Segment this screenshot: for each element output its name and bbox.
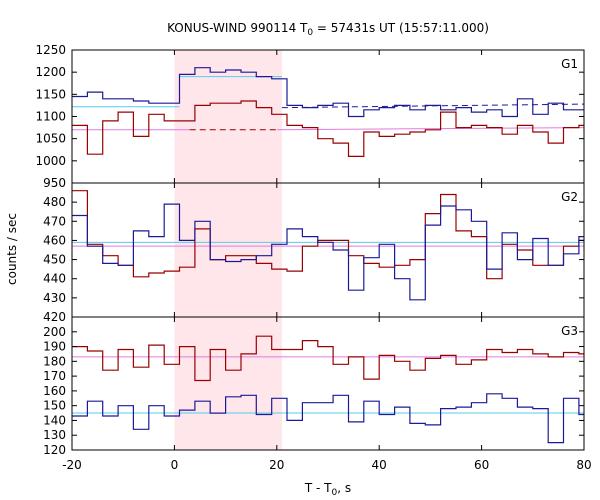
panel-G3-ytick-label: 200 (43, 325, 66, 339)
panel-G2-ytick-label: 430 (43, 291, 66, 305)
panel-G1-ytick-label: 1150 (35, 87, 66, 101)
panel-G1-ytick-label: 1000 (35, 154, 66, 168)
panel-G3-ytick-label: 160 (43, 384, 66, 398)
panel-G1-ytick-label: 1050 (35, 132, 66, 146)
panel-G1-ytick-label: 1100 (35, 110, 66, 124)
panel-G3-red-histogram (72, 335, 584, 382)
panel-G3-ytick-label: 120 (43, 443, 66, 457)
panel-G3-frame (71, 316, 585, 451)
panel-G2-ytick-label: 450 (43, 253, 66, 267)
panel-G1-label: G1 (561, 57, 578, 71)
panel-G2-label: G2 (561, 190, 578, 204)
x-tick-label: 80 (576, 458, 591, 472)
plot-area: 950100010501100115012001250G142043044045… (35, 43, 591, 472)
panel-G3-label: G3 (561, 324, 578, 338)
panel-G2-ytick-label: 470 (43, 214, 66, 228)
panel-G3-ytick-label: 170 (43, 369, 66, 383)
panel-G1-red-histogram (72, 100, 584, 157)
panel-G3-ytick-label: 150 (43, 399, 66, 413)
panel-G3-ytick-label: 140 (43, 413, 66, 427)
panel-G2-frame (71, 182, 585, 318)
chart-title: KONUS-WIND 990114 T0 = 57431s UT (15:57:… (167, 21, 489, 38)
signal-interval-shade (174, 50, 282, 450)
x-axis-label: T - T0, s (304, 481, 351, 498)
panel-G1-ytick-label: 950 (43, 176, 66, 190)
panel-G2-ytick-label: 460 (43, 233, 66, 247)
panel-G1-blue-histogram (72, 67, 584, 118)
panel-G2-ytick-label: 420 (43, 310, 66, 324)
y-axis-label: counts / sec (5, 213, 19, 285)
x-tick-label: -20 (62, 458, 82, 472)
panel-G2-blue-histogram (72, 203, 584, 301)
x-tick-label: 0 (171, 458, 179, 472)
panel-G3-ytick-label: 180 (43, 354, 66, 368)
x-tick-label: 60 (474, 458, 489, 472)
x-tick-label: 40 (372, 458, 387, 472)
panel-G1-ytick-label: 1200 (35, 65, 66, 79)
panel-G2-ytick-label: 440 (43, 272, 66, 286)
panel-G2-ytick-label: 480 (43, 195, 66, 209)
x-tick-label: 20 (269, 458, 284, 472)
panel-G1-ytick-label: 1250 (35, 43, 66, 57)
panel-G3-blue-histogram (72, 393, 584, 444)
panel-G3-ytick-label: 190 (43, 340, 66, 354)
panel-G3-ytick-label: 130 (43, 428, 66, 442)
